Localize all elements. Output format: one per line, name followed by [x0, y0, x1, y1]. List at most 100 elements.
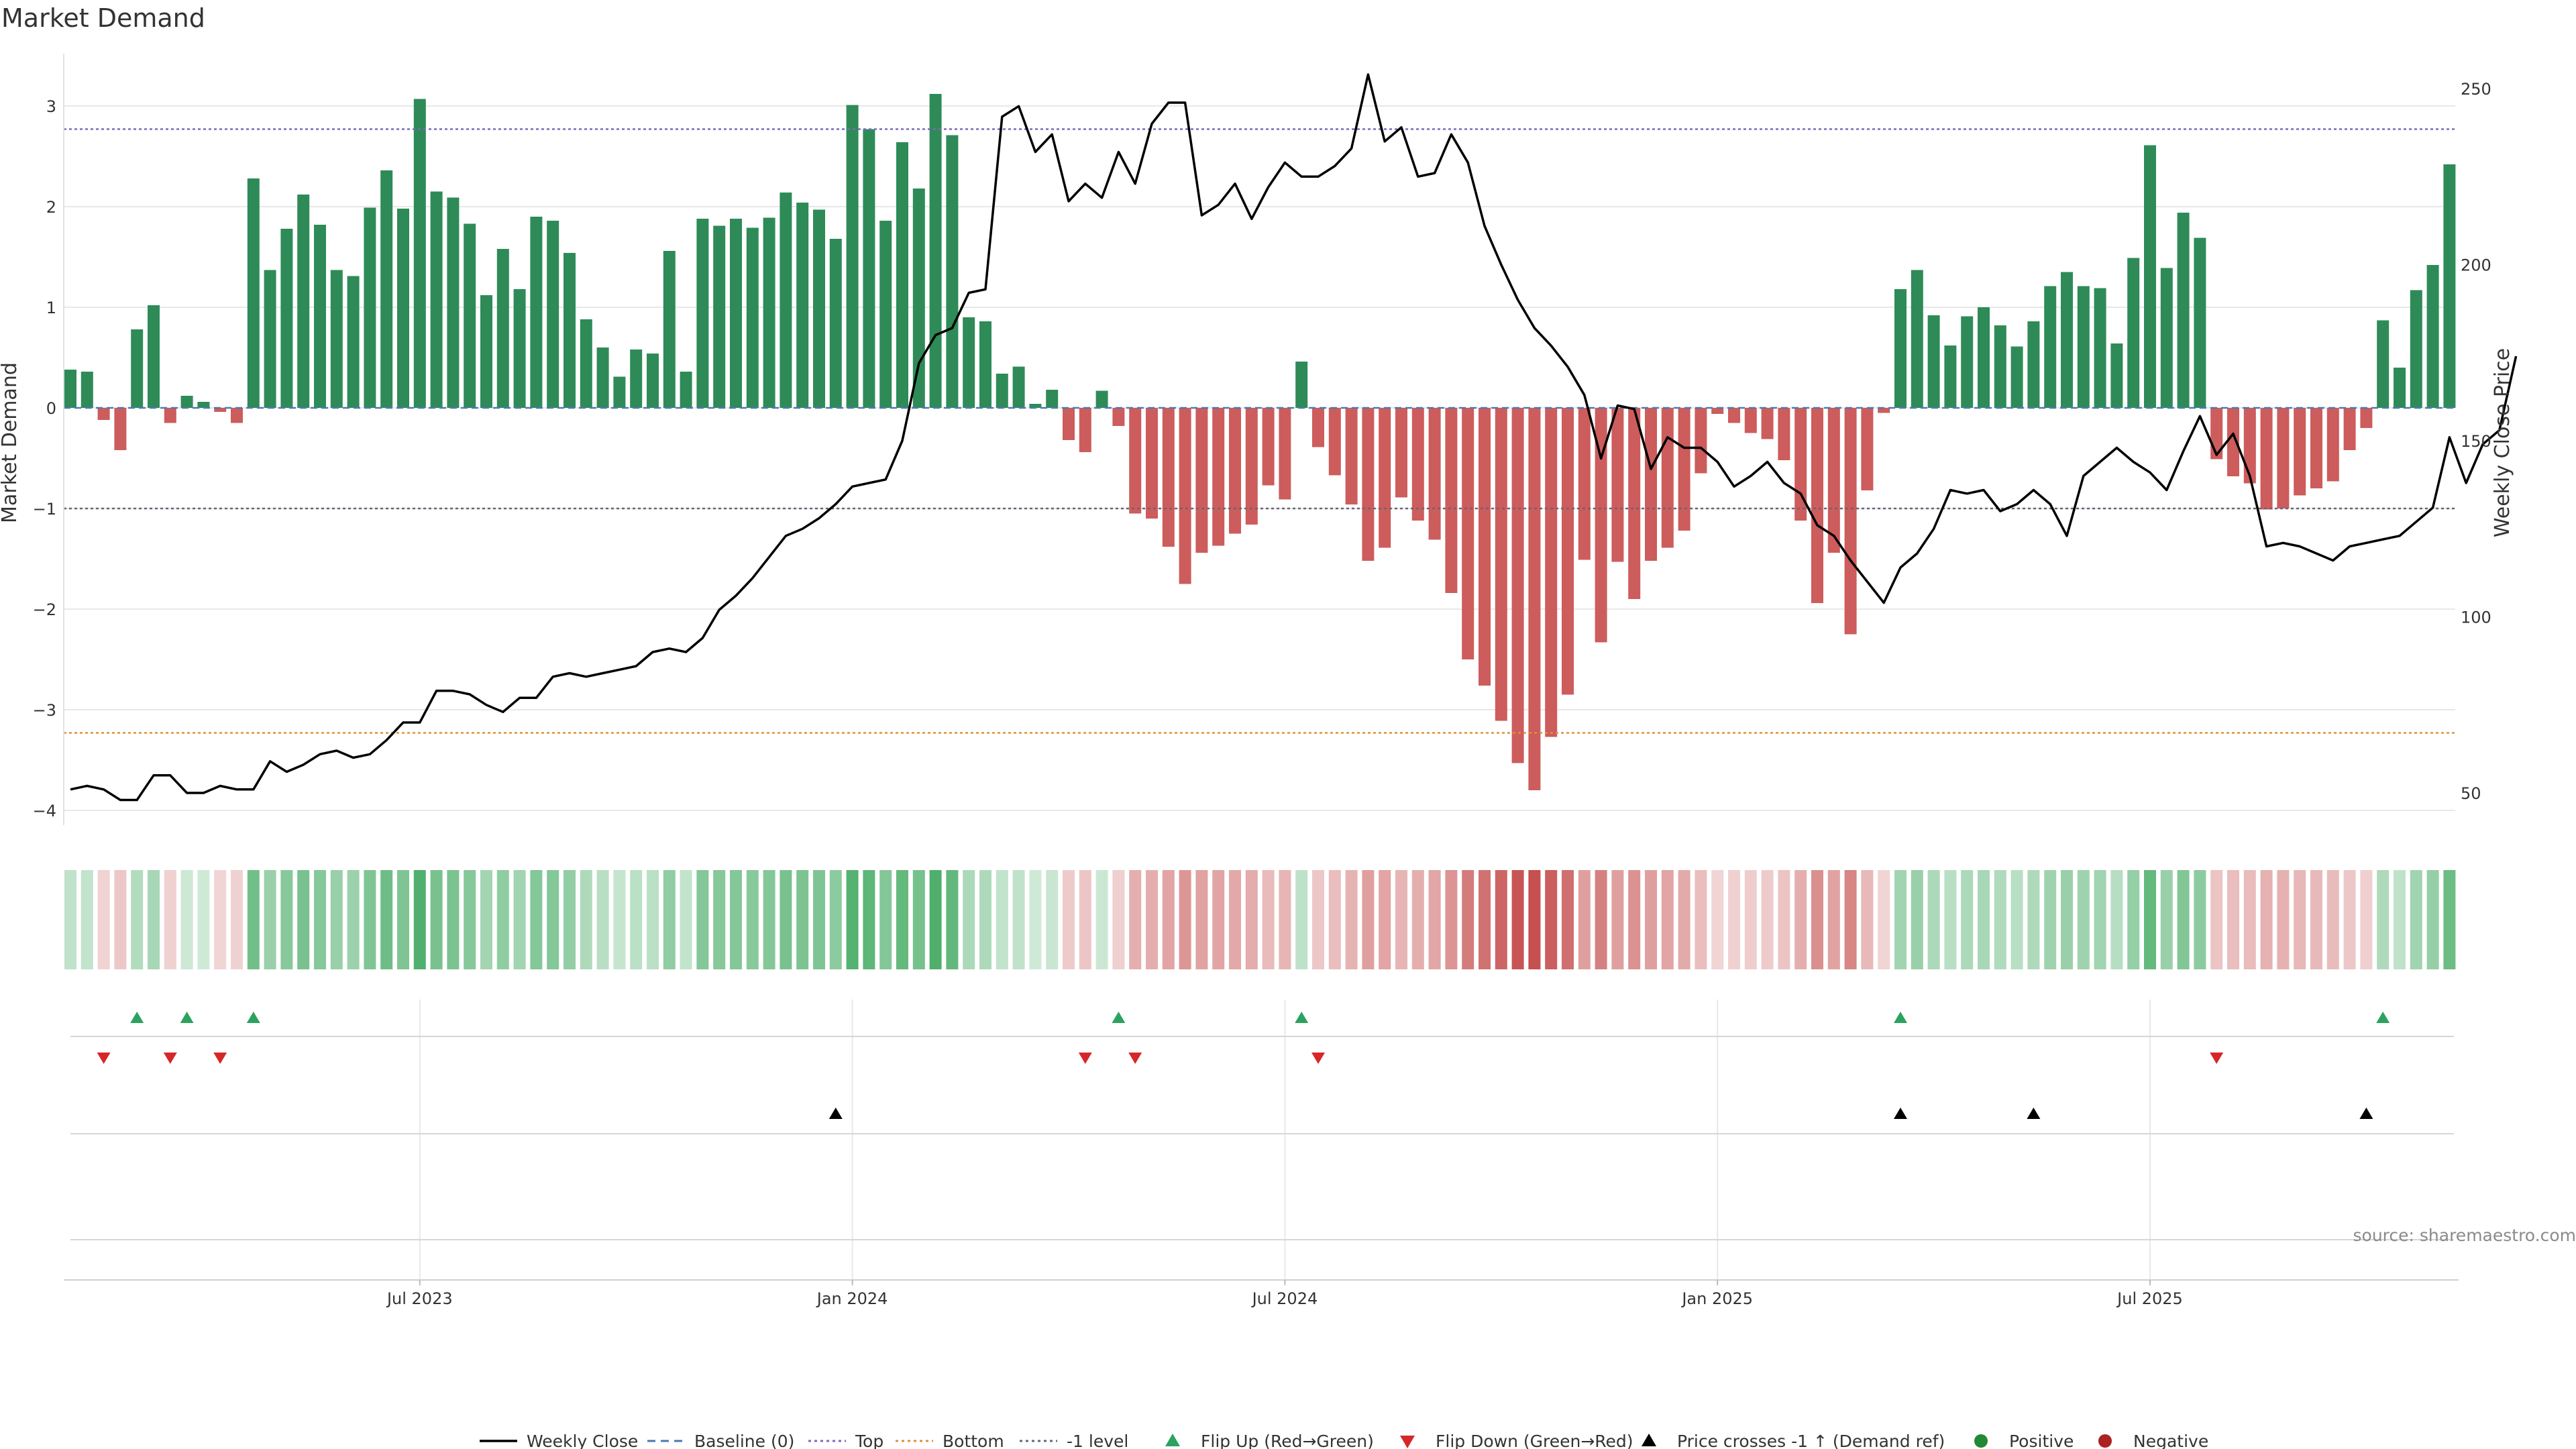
demand-bar-positive — [929, 94, 942, 408]
heat-cell — [1279, 870, 1291, 969]
heat-cell — [2127, 870, 2140, 969]
price-cross-marker — [2027, 1108, 2041, 1119]
demand-bar-positive — [2377, 320, 2390, 408]
heat-cell — [1362, 870, 1375, 969]
demand-bar-negative — [2243, 408, 2256, 484]
heat-cell — [547, 870, 559, 969]
demand-bar-positive — [131, 329, 144, 408]
legend-label: Bottom — [943, 1432, 1004, 1449]
heat-cell — [879, 870, 892, 969]
heat-cell — [64, 870, 76, 969]
demand-bar-negative — [1328, 408, 1341, 476]
demand-bar-negative — [2310, 408, 2322, 488]
demand-bar-positive — [1927, 315, 1940, 408]
heat-cell — [1146, 870, 1158, 969]
heat-cell — [1927, 870, 1940, 969]
heat-cell — [1761, 870, 1774, 969]
demand-bar-positive — [496, 249, 509, 408]
flip-up-marker — [1295, 1012, 1309, 1023]
heat-cell — [1628, 870, 1641, 969]
heat-cell — [1861, 870, 1874, 969]
demand-bar-positive — [2177, 213, 2190, 408]
heat-cell — [1794, 870, 1807, 969]
demand-bar-negative — [1162, 408, 1175, 547]
demand-bar-positive — [314, 225, 326, 408]
demand-bar-negative — [1395, 408, 1407, 498]
legend-label: Top — [855, 1432, 883, 1449]
demand-bar-negative — [1379, 408, 1391, 548]
demand-bar-positive — [1961, 316, 1974, 408]
demand-bar-positive — [413, 99, 426, 408]
demand-bar-negative — [1711, 408, 1724, 414]
demand-bar-positive — [863, 129, 875, 408]
flip-up-marker — [1894, 1012, 1907, 1023]
demand-bar-positive — [2110, 343, 2123, 408]
flip-up-marker — [130, 1012, 144, 1023]
demand-bar-positive — [580, 319, 592, 408]
flip-down-marker — [1128, 1053, 1142, 1064]
heat-cell — [2177, 870, 2190, 969]
demand-bar-negative — [1695, 408, 1707, 474]
demand-bar-positive — [963, 317, 975, 408]
heat-cell — [314, 870, 326, 969]
y-right-tick-label: 250 — [2461, 80, 2491, 99]
heat-cell — [2077, 870, 2090, 969]
signal-markers — [97, 1012, 2390, 1119]
heat-cell — [613, 870, 626, 969]
legend-swatch-triangle-up — [1165, 1434, 1180, 1446]
demand-bar-negative — [1811, 408, 1823, 603]
x-tick-label: Jan 2024 — [816, 1289, 888, 1308]
heat-cell — [2443, 870, 2456, 969]
price-cross-marker — [1894, 1108, 1907, 1119]
heat-cell — [1645, 870, 1657, 969]
demand-bar-positive — [464, 223, 476, 408]
heat-cell — [780, 870, 792, 969]
demand-bar-positive — [280, 229, 293, 408]
y-left-tick-label: 0 — [46, 399, 56, 418]
heat-cell — [1262, 870, 1275, 969]
heat-cell — [2360, 870, 2373, 969]
demand-bar-negative — [97, 408, 110, 420]
price-cross-marker — [2359, 1108, 2373, 1119]
demand-bar-positive — [1978, 307, 1990, 408]
heat-cell — [2027, 870, 2040, 969]
heat-cell — [397, 870, 409, 969]
demand-bar-negative — [1844, 408, 1857, 635]
heat-cell — [2326, 870, 2339, 969]
heat-cell — [2110, 870, 2123, 969]
legend-label: Positive — [2009, 1432, 2074, 1449]
heat-cell — [2210, 870, 2223, 969]
heat-cell — [197, 870, 210, 969]
heat-cell — [280, 870, 293, 969]
y-right-tick-label: 150 — [2461, 432, 2491, 451]
weekly-close-line — [70, 73, 2518, 802]
legend-label: -1 level — [1067, 1432, 1128, 1449]
heat-cell — [530, 870, 543, 969]
flip-up-marker — [180, 1012, 194, 1023]
heat-cell — [1827, 870, 1840, 969]
heat-cell — [564, 870, 576, 969]
y-left-tick-label: 2 — [46, 198, 56, 217]
heat-cell — [680, 870, 692, 969]
heat-cell — [2194, 870, 2206, 969]
demand-bar-positive — [1944, 345, 1957, 408]
demand-bar-positive — [513, 289, 526, 408]
demand-bar-positive — [1911, 270, 1923, 408]
demand-bar-negative — [2294, 408, 2306, 496]
demand-bar-positive — [647, 354, 659, 408]
demand-bar-negative — [1761, 408, 1774, 439]
demand-bar-positive — [347, 276, 360, 408]
x-tick-label: Jan 2025 — [1680, 1289, 1753, 1308]
heat-cell — [1462, 870, 1474, 969]
heat-cell — [148, 870, 160, 969]
demand-bar-positive — [746, 227, 759, 408]
heat-cell — [1778, 870, 1790, 969]
price-cross-marker — [828, 1108, 843, 1119]
demand-bar-positive — [397, 209, 409, 408]
demand-bar-negative — [1661, 408, 1674, 548]
demand-bar-negative — [1511, 408, 1524, 763]
demand-bar-positive — [680, 372, 692, 408]
demand-bar-negative — [214, 408, 227, 412]
legend: Weekly Close Baseline (0) Top Bottom -1 leve… — [480, 1432, 2208, 1449]
